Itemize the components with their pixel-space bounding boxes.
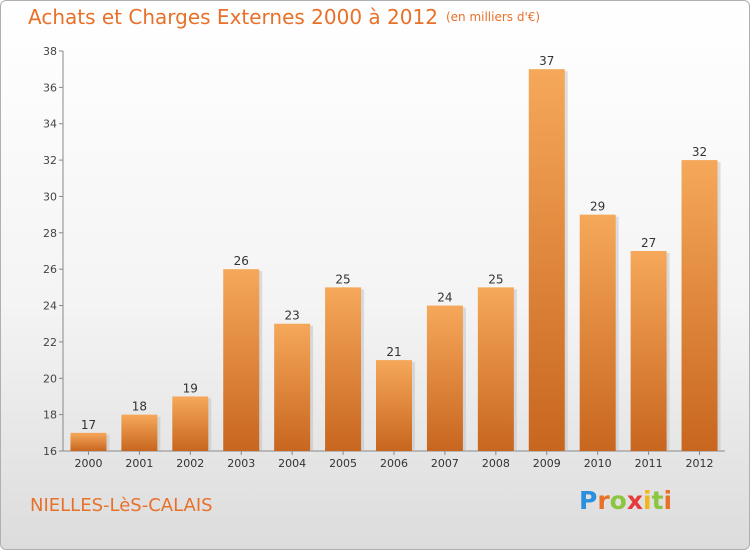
y-tick-label: 20 — [43, 372, 57, 385]
x-tick-label: 2006 — [380, 457, 408, 470]
x-tick-label: 2012 — [686, 457, 714, 470]
x-tick-label: 2007 — [431, 457, 459, 470]
y-tick-label: 16 — [43, 445, 57, 458]
data-label: 29 — [590, 200, 605, 214]
chart-title-text: Achats et Charges Externes 2000 à 2012 — [28, 5, 438, 29]
data-label: 17 — [81, 418, 96, 432]
chart-title: Achats et Charges Externes 2000 à 2012 (e… — [28, 5, 540, 29]
x-tick-label: 2004 — [278, 457, 306, 470]
x-tick-label: 2001 — [125, 457, 153, 470]
bar-2001 — [121, 414, 158, 451]
data-label: 24 — [437, 291, 452, 305]
y-tick-label: 36 — [43, 81, 57, 94]
y-tick-label: 22 — [43, 336, 57, 349]
y-tick-label: 38 — [43, 45, 57, 58]
y-tick-label: 18 — [43, 409, 57, 422]
data-label: 26 — [234, 254, 249, 268]
y-tick-label: 24 — [43, 300, 57, 313]
bar-2007 — [426, 305, 463, 451]
x-tick-label: 2003 — [227, 457, 255, 470]
bar-2003 — [223, 269, 260, 451]
data-label: 19 — [183, 381, 198, 395]
data-label: 25 — [335, 272, 350, 286]
bar-2009 — [528, 69, 565, 451]
data-label: 21 — [386, 345, 401, 359]
y-tick-label: 32 — [43, 154, 57, 167]
x-tick-label: 2002 — [176, 457, 204, 470]
bar-2012 — [681, 160, 718, 451]
data-label: 32 — [692, 145, 707, 159]
town-name: NIELLES-LèS-CALAIS — [30, 495, 213, 516]
chart-subtitle: (en milliers d'€) — [445, 10, 541, 24]
axes: 16 18 20 22 24 26 28 30 32 34 36 38 2000 2001 2002 2003… — [43, 45, 725, 470]
bar-2010 — [579, 214, 616, 451]
x-tick-label: 2009 — [533, 457, 561, 470]
data-label: 27 — [641, 236, 656, 250]
x-tick-label: 2005 — [329, 457, 357, 470]
bar-2002 — [172, 396, 209, 451]
proxiti-logo[interactable]: Proxiti — [579, 486, 673, 515]
bar-2005 — [325, 287, 362, 451]
bars: 17 18 19 26 23 25 21 24 25 37 29 27 32 — [70, 54, 721, 451]
y-tick-label: 30 — [43, 190, 57, 203]
bar-2008 — [477, 287, 514, 451]
bar-2011 — [630, 251, 667, 451]
data-label: 18 — [132, 400, 147, 414]
bar-2004 — [274, 323, 311, 451]
bar-2000 — [70, 432, 107, 451]
x-tick-label: 2008 — [482, 457, 510, 470]
x-tick-label: 2011 — [635, 457, 663, 470]
bar-2006 — [376, 360, 412, 451]
x-tick-label: 2010 — [584, 457, 612, 470]
y-tick-label: 28 — [43, 227, 57, 240]
data-label: 23 — [285, 309, 300, 323]
data-label: 37 — [539, 54, 554, 68]
y-tick-label: 34 — [43, 118, 57, 131]
x-tick-label: 2000 — [74, 457, 102, 470]
data-label: 25 — [488, 272, 503, 286]
y-tick-label: 26 — [43, 263, 57, 276]
